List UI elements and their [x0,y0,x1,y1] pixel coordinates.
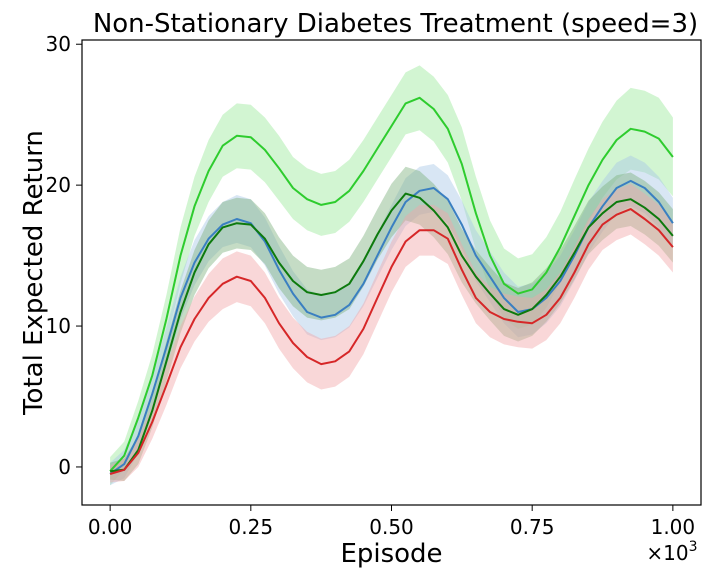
line-dark-green [110,192,674,473]
band-dark-green [110,166,673,482]
y-axis-ticks: 0 10 20 30 [46,32,82,479]
chart-title: Non-Stationary Diabetes Treatment (speed… [93,9,698,39]
x-axis-ticks: 0.00 0.25 0.50 0.75 1.00 [88,505,695,539]
y-tick-label: 30 [46,32,71,56]
x-axis-multiplier-base: ×10 [646,541,688,565]
y-axis-label: Total Expected Return [19,130,49,416]
line-red [109,208,674,475]
x-tick-label: 0.00 [88,515,133,539]
band-red [110,183,673,483]
y-tick-label: 10 [46,314,71,338]
x-tick-label: 0.25 [229,515,274,539]
band-blue [110,155,673,486]
line-light-green [109,96,674,472]
y-tick-label: 0 [58,455,71,479]
x-axis-multiplier-exponent: 3 [689,539,698,555]
x-tick-label: 0.75 [510,515,555,539]
x-axis-multiplier: ×103 [646,539,697,565]
series-lines [109,96,674,475]
x-tick-label: 0.50 [369,515,414,539]
x-tick-label: 1.00 [651,515,696,539]
x-axis-label: Episode [340,539,442,569]
y-tick-label: 20 [46,173,71,197]
